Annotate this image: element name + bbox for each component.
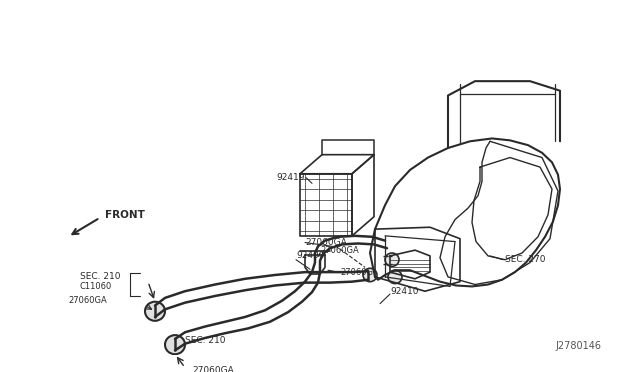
- Circle shape: [363, 268, 377, 282]
- Circle shape: [145, 302, 165, 321]
- Text: 27060GA: 27060GA: [192, 366, 234, 372]
- Text: 27060GA: 27060GA: [68, 296, 107, 305]
- Text: C11060: C11060: [80, 282, 112, 291]
- Text: SEC. 210: SEC. 210: [80, 272, 120, 281]
- Circle shape: [388, 270, 402, 283]
- Text: 92419: 92419: [276, 173, 305, 182]
- Text: 27060G: 27060G: [340, 267, 373, 277]
- Text: FRONT: FRONT: [105, 210, 145, 220]
- Text: SEC. 210: SEC. 210: [185, 336, 225, 345]
- Text: SEC. 270: SEC. 270: [505, 255, 545, 264]
- Text: J2780146: J2780146: [555, 341, 601, 351]
- Text: 27060GA: 27060GA: [305, 238, 347, 247]
- Text: 27060GA: 27060GA: [320, 246, 359, 255]
- Text: 92410: 92410: [390, 287, 419, 296]
- Circle shape: [165, 335, 185, 354]
- Circle shape: [385, 253, 399, 266]
- Text: 92400: 92400: [296, 251, 324, 260]
